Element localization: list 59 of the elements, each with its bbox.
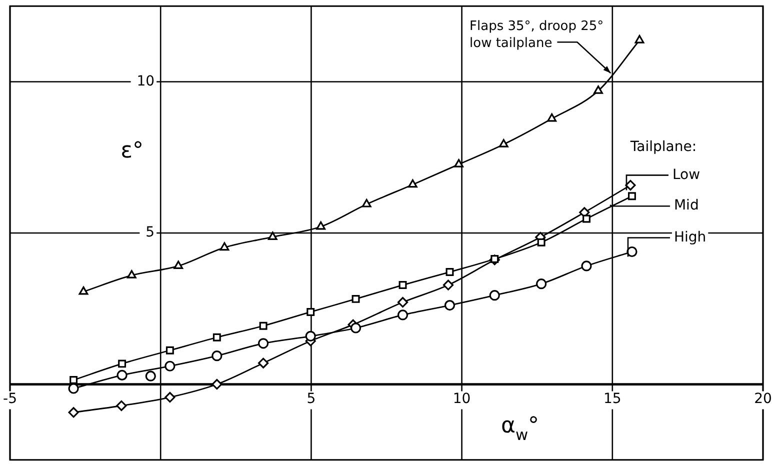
point xyxy=(68,407,79,418)
point xyxy=(454,159,464,168)
point xyxy=(164,392,176,403)
point xyxy=(68,383,79,394)
series-label: Flaps 35°, droop 25° low tailplane xyxy=(470,19,604,52)
point xyxy=(116,370,128,380)
x-tick-label: 20 xyxy=(754,390,772,407)
point xyxy=(258,358,269,368)
point xyxy=(258,338,269,349)
point xyxy=(536,278,547,290)
legend-title: Tailplane: xyxy=(629,138,697,155)
point xyxy=(212,333,221,342)
point xyxy=(145,370,156,382)
point xyxy=(306,308,315,316)
point xyxy=(446,268,454,276)
text: High xyxy=(674,229,706,246)
point xyxy=(625,180,636,190)
point xyxy=(398,281,407,290)
point xyxy=(634,34,644,44)
point xyxy=(305,330,316,342)
point xyxy=(126,270,136,278)
x-tick-label: -5 xyxy=(3,390,17,407)
point xyxy=(408,179,418,188)
point xyxy=(220,242,230,251)
point xyxy=(259,322,268,330)
point xyxy=(537,238,546,246)
point xyxy=(118,360,126,368)
point xyxy=(116,400,127,412)
point xyxy=(362,198,372,208)
point xyxy=(78,286,88,295)
point xyxy=(582,214,590,223)
point xyxy=(164,360,176,372)
point xyxy=(442,280,454,290)
point xyxy=(212,378,222,390)
point xyxy=(628,192,636,200)
point xyxy=(594,86,603,94)
point xyxy=(316,221,326,230)
x-tick-label: 15 xyxy=(603,390,622,407)
x-tick-label: 10 xyxy=(452,390,471,407)
legend-label: Mid xyxy=(674,198,699,214)
point xyxy=(397,296,408,308)
point xyxy=(70,376,78,384)
point xyxy=(489,290,500,301)
point xyxy=(397,310,408,320)
y-axis-title: ε° xyxy=(120,138,144,164)
point xyxy=(166,346,174,354)
point xyxy=(444,300,456,311)
x-tick-label: 5 xyxy=(306,390,316,407)
legend-label: Low xyxy=(672,166,700,183)
point xyxy=(268,232,278,240)
point xyxy=(547,113,557,122)
point xyxy=(581,260,592,272)
point xyxy=(626,246,638,258)
point xyxy=(350,322,362,334)
point xyxy=(352,294,360,303)
point xyxy=(174,260,184,270)
point xyxy=(490,255,499,263)
point xyxy=(498,139,508,148)
point xyxy=(212,350,222,362)
